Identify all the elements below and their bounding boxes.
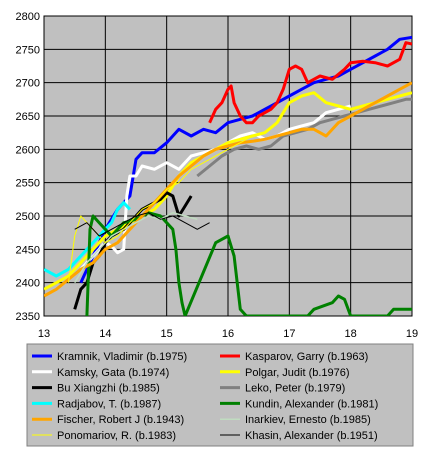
y-tick-label: 2600 — [16, 144, 40, 156]
y-tick-label: 2750 — [16, 44, 40, 56]
legend-label: Inarkiev, Ernesto (b.1985) — [245, 414, 371, 426]
series-line-8 — [44, 81, 412, 298]
legend-label: Leko, Peter (b.1979) — [245, 383, 345, 395]
x-tick-label: 17 — [283, 328, 295, 340]
y-tick-label: 2500 — [16, 211, 40, 223]
legend-label: Kasparov, Garry (b.1963) — [245, 351, 368, 363]
y-tick-label: 2800 — [16, 11, 40, 23]
x-tick-label: 13 — [38, 328, 50, 340]
legend-label: Ponomariov, R. (b.1983) — [57, 430, 176, 442]
y-tick-label: 2550 — [16, 178, 40, 190]
legend-label: Bu Xiangzhi (b.1985) — [57, 383, 160, 395]
legend-label: Polgar, Judit (b.1976) — [245, 367, 350, 379]
series-lines — [44, 35, 412, 316]
legend-label: Fischer, Robert J (b.1943) — [57, 414, 184, 426]
x-axis-ticks: 13 14 15 16 17 18 19 — [38, 328, 418, 340]
y-tick-label: 2700 — [16, 78, 40, 90]
y-tick-label: 2450 — [16, 244, 40, 256]
legend-label: Kundin, Alexander (b.1981) — [245, 398, 378, 410]
x-tick-label: 15 — [161, 328, 173, 340]
y-tick-label: 2650 — [16, 111, 40, 123]
legend-label: Kramnik, Vladimir (b.1975) — [57, 351, 187, 363]
x-tick-label: 19 — [406, 328, 418, 340]
series-line-11 — [74, 212, 210, 237]
legend-label: Kamsky, Gata (b.1974) — [57, 367, 169, 379]
y-tick-label: 2350 — [16, 311, 40, 323]
series-line-2 — [79, 104, 352, 271]
legend-box — [26, 343, 414, 447]
series-line-1 — [208, 41, 412, 125]
legend-label: Khasin, Alexander (b.1951) — [245, 430, 378, 442]
y-tick-label: 2400 — [16, 278, 40, 290]
legend: Kramnik, Vladimir (b.1975) Kasparov, Garr… — [32, 351, 378, 442]
legend-label: Radjabov, T. (b.1987) — [57, 398, 161, 410]
x-tick-label: 14 — [99, 328, 111, 340]
series-line-9 — [74, 211, 198, 284]
x-tick-label: 16 — [222, 328, 234, 340]
y-axis-ticks: 2350 2400 2450 2500 2550 2600 2650 2700 2750 2800 — [16, 11, 40, 323]
series-line-3 — [44, 91, 412, 291]
x-tick-label: 18 — [345, 328, 357, 340]
